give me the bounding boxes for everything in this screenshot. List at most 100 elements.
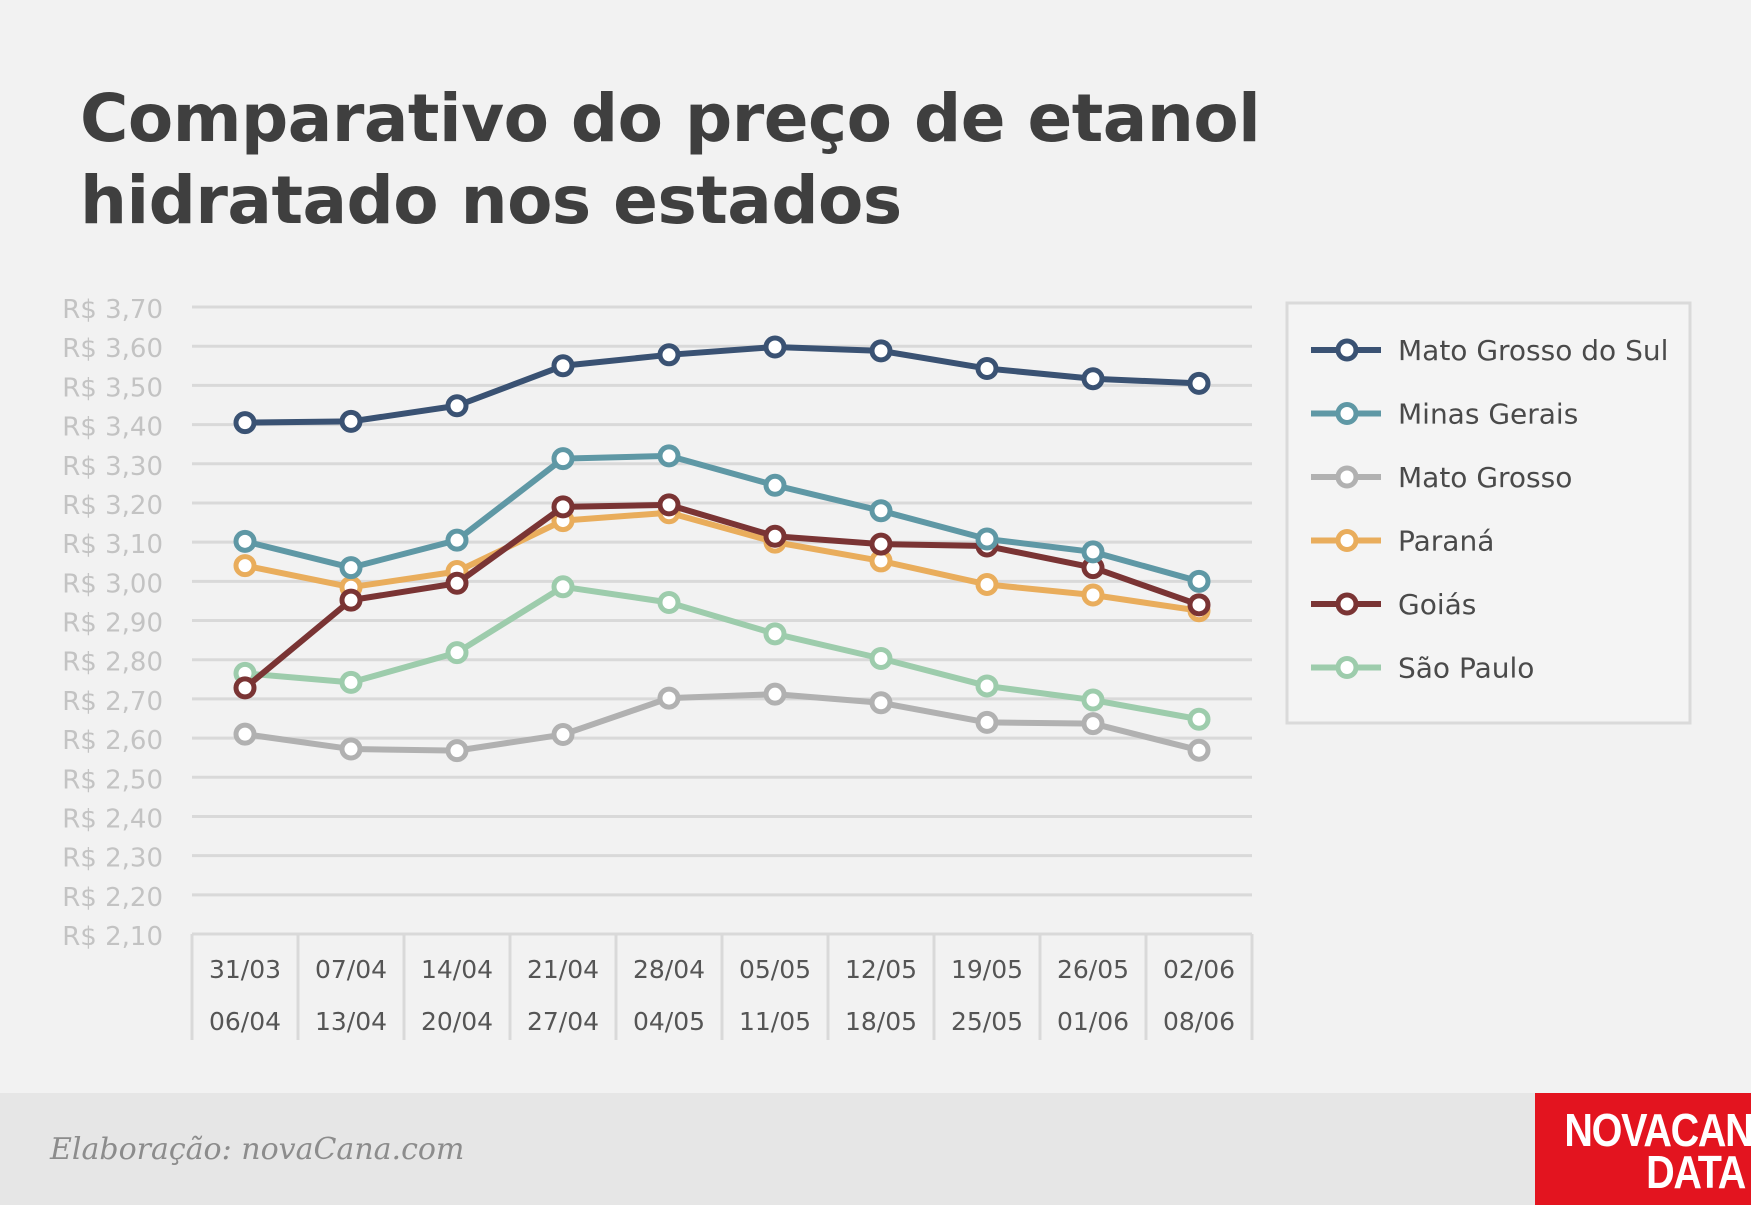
x-tick-label-end: 04/05 bbox=[633, 1007, 705, 1036]
chart-title: Comparativo do preço de etanol hidratado… bbox=[80, 80, 1261, 239]
legend-label: Minas Gerais bbox=[1398, 398, 1578, 431]
legend-label: Goiás bbox=[1398, 588, 1476, 621]
y-tick-label: R$ 3,60 bbox=[62, 334, 163, 364]
y-tick-label: R$ 2,60 bbox=[62, 726, 163, 756]
data-point bbox=[339, 409, 363, 433]
data-point bbox=[1081, 540, 1105, 564]
data-point bbox=[657, 444, 681, 468]
data-point bbox=[763, 335, 787, 359]
y-tick-label: R$ 2,10 bbox=[62, 922, 163, 952]
data-point bbox=[445, 571, 469, 595]
legend-item: Mato Grosso bbox=[1311, 461, 1572, 494]
data-point bbox=[551, 723, 575, 747]
x-tick-label-start: 31/03 bbox=[209, 955, 281, 984]
data-point bbox=[1081, 367, 1105, 391]
x-tick-label-end: 11/05 bbox=[739, 1007, 811, 1036]
legend-label: Mato Grosso do Sul bbox=[1398, 334, 1668, 367]
legend-item: Mato Grosso do Sul bbox=[1311, 334, 1668, 367]
data-point bbox=[1081, 712, 1105, 736]
data-point bbox=[551, 495, 575, 519]
y-tick-label: R$ 3,30 bbox=[62, 452, 163, 482]
y-tick-label: R$ 3,70 bbox=[62, 295, 163, 325]
data-point bbox=[1187, 569, 1211, 593]
legend-item: Minas Gerais bbox=[1311, 398, 1578, 431]
series-line bbox=[244, 343, 1200, 426]
data-point bbox=[1081, 583, 1105, 607]
data-point bbox=[657, 686, 681, 710]
y-tick-label: R$ 2,70 bbox=[62, 687, 163, 717]
data-point bbox=[657, 493, 681, 517]
y-tick-label: R$ 3,40 bbox=[62, 413, 163, 443]
legend: Mato Grosso do Sul Minas Gerais Mato Gross… bbox=[1285, 301, 1692, 725]
data-point bbox=[339, 670, 363, 694]
legend-item: Goiás bbox=[1311, 588, 1476, 621]
data-point bbox=[657, 343, 681, 367]
x-axis: 31/03 06/04 07/04 13/04 14/04 20/04 21/04 27/04… bbox=[190, 934, 1254, 1040]
data-point bbox=[1081, 688, 1105, 712]
logo-line-2: DATA bbox=[1646, 1146, 1746, 1198]
data-point bbox=[869, 532, 893, 556]
x-tick-label-end: 27/04 bbox=[527, 1007, 599, 1036]
x-tick-label-end: 06/04 bbox=[209, 1007, 281, 1036]
data-point bbox=[445, 739, 469, 763]
x-tick-label-start: 07/04 bbox=[315, 955, 387, 984]
data-point bbox=[763, 682, 787, 706]
series-goiás bbox=[233, 493, 1211, 700]
data-point bbox=[551, 447, 575, 471]
x-tick-label-end: 20/04 bbox=[421, 1007, 493, 1036]
series-são-paulo bbox=[233, 575, 1211, 731]
data-point bbox=[233, 529, 257, 553]
legend-swatch-marker bbox=[1335, 338, 1359, 362]
series-mato-grosso bbox=[233, 682, 1211, 763]
data-point bbox=[975, 527, 999, 551]
data-point bbox=[551, 575, 575, 599]
data-point bbox=[869, 691, 893, 715]
x-tick-label-end: 01/06 bbox=[1057, 1007, 1129, 1036]
data-point bbox=[763, 622, 787, 646]
data-point bbox=[1187, 371, 1211, 395]
data-point bbox=[657, 590, 681, 614]
x-tick-label-end: 25/05 bbox=[951, 1007, 1023, 1036]
data-point bbox=[445, 394, 469, 418]
data-point bbox=[339, 588, 363, 612]
credit-text: Elaboração: novaCana.com bbox=[50, 1132, 465, 1167]
data-point bbox=[233, 722, 257, 746]
legend-label: São Paulo bbox=[1398, 652, 1534, 685]
x-tick-label-start: 26/05 bbox=[1057, 955, 1129, 984]
x-tick-label-start: 02/06 bbox=[1163, 955, 1235, 984]
x-tick-label-end: 08/06 bbox=[1163, 1007, 1235, 1036]
legend-swatch-marker bbox=[1335, 592, 1359, 616]
data-point bbox=[975, 710, 999, 734]
x-tick-label-start: 05/05 bbox=[739, 955, 811, 984]
legend-item: São Paulo bbox=[1311, 652, 1534, 685]
series-lines bbox=[233, 335, 1211, 763]
series-line bbox=[244, 509, 1200, 614]
y-tick-label: R$ 2,80 bbox=[62, 648, 163, 678]
y-tick-label: R$ 2,30 bbox=[62, 844, 163, 874]
novacana-data-logo: NOVACANA DATA bbox=[1535, 1093, 1751, 1205]
data-point bbox=[869, 647, 893, 671]
legend-box bbox=[1285, 301, 1692, 725]
legend-swatch-marker bbox=[1335, 402, 1359, 425]
data-point bbox=[869, 339, 893, 363]
series-mato-grosso-do-sul bbox=[233, 335, 1211, 435]
y-tick-label: R$ 3,20 bbox=[62, 491, 163, 521]
legend-item: Paraná bbox=[1311, 525, 1494, 558]
data-point bbox=[233, 554, 257, 578]
y-tick-label: R$ 3,50 bbox=[62, 373, 163, 403]
series-line bbox=[244, 691, 1200, 754]
x-tick-label-start: 12/05 bbox=[845, 955, 917, 984]
data-point bbox=[975, 357, 999, 381]
y-tick-label: R$ 3,00 bbox=[62, 569, 163, 599]
series-minas-gerais bbox=[233, 444, 1211, 593]
logo-line-1: NOVACANA bbox=[1564, 1104, 1751, 1156]
data-point bbox=[763, 524, 787, 548]
data-point bbox=[763, 473, 787, 497]
y-tick-label: R$ 2,90 bbox=[62, 609, 163, 639]
data-point bbox=[445, 528, 469, 552]
data-point bbox=[1187, 707, 1211, 731]
x-tick-label-start: 28/04 bbox=[633, 955, 705, 984]
grid-lines bbox=[192, 305, 1252, 936]
x-tick-label-start: 14/04 bbox=[421, 955, 493, 984]
footer-bar bbox=[0, 1093, 1751, 1205]
